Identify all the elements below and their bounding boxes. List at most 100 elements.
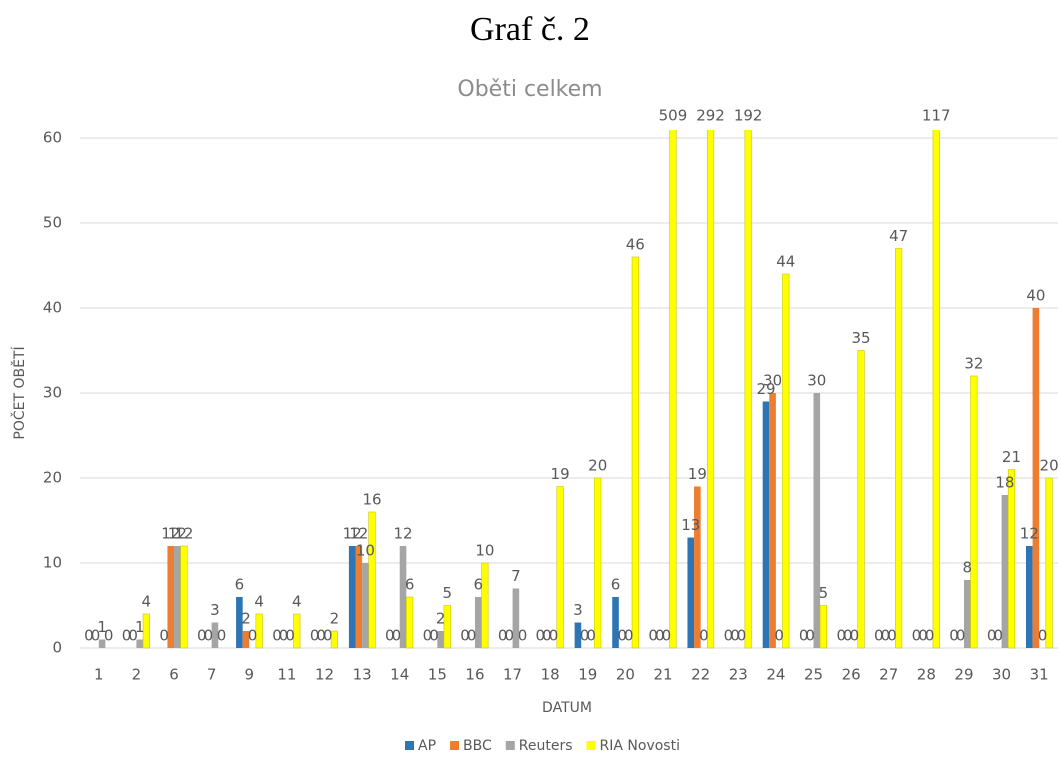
data-label: 0 <box>617 627 627 645</box>
x-tick-label: 26 <box>842 666 861 684</box>
data-label: 0 <box>925 627 935 645</box>
data-label: 12 <box>168 525 187 543</box>
x-tick-label: 14 <box>390 666 409 684</box>
data-label: 0 <box>310 627 320 645</box>
data-label: 4 <box>254 593 264 611</box>
legend-swatch <box>586 741 596 750</box>
data-label: 0 <box>1038 627 1048 645</box>
data-label: 20 <box>588 457 607 475</box>
y-axis-label: POČET OBĚTÍ <box>10 346 28 439</box>
bar <box>180 545 188 649</box>
x-tick-label: 9 <box>244 666 254 684</box>
x-tick-label: 16 <box>465 666 484 684</box>
data-label: 12 <box>343 525 362 543</box>
data-label: 12 <box>393 525 412 543</box>
data-label: 0 <box>987 627 997 645</box>
bar <box>762 401 770 648</box>
bar <box>1025 546 1033 648</box>
data-label: 0 <box>392 627 402 645</box>
data-label: 47 <box>889 227 908 245</box>
data-label: 0 <box>843 627 853 645</box>
data-label: 509 <box>659 107 688 125</box>
bar <box>236 597 243 648</box>
data-label: 0 <box>197 627 207 645</box>
data-label: 30 <box>807 372 826 390</box>
data-label: 4 <box>142 593 152 611</box>
data-label: 30 <box>763 372 782 390</box>
data-label: 2 <box>241 610 251 628</box>
x-tick-label: 21 <box>653 666 672 684</box>
data-label: 35 <box>851 329 870 347</box>
legend-label: BBC <box>463 738 492 754</box>
bar <box>167 546 175 648</box>
data-label: 0 <box>536 627 546 645</box>
data-label: 12 <box>174 525 193 543</box>
data-label: 0 <box>159 627 169 645</box>
data-label: 3 <box>210 601 220 619</box>
data-label: 0 <box>648 627 658 645</box>
bar <box>512 588 520 648</box>
data-label: 117 <box>922 107 951 125</box>
data-label: 0 <box>624 627 634 645</box>
x-tick-label: 18 <box>541 666 560 684</box>
bar <box>694 486 701 648</box>
x-tick-label: 2 <box>132 666 142 684</box>
bar <box>211 622 219 648</box>
bar <box>970 375 978 649</box>
x-tick-label: 27 <box>879 666 898 684</box>
bar <box>556 486 564 649</box>
x-tick-label: 20 <box>616 666 635 684</box>
data-label: 0 <box>805 627 815 645</box>
bar <box>330 630 339 649</box>
y-tick-label: 60 <box>43 129 62 147</box>
bar <box>631 256 639 649</box>
data-label: 0 <box>542 627 552 645</box>
bar <box>399 546 407 648</box>
bar <box>769 393 776 648</box>
legend-swatch <box>405 741 414 750</box>
data-label: 0 <box>84 627 94 645</box>
bar <box>932 130 940 649</box>
y-tick-label: 20 <box>43 469 62 487</box>
data-label: 0 <box>662 627 672 645</box>
plot-area <box>98 130 1053 649</box>
data-label: 44 <box>776 253 795 271</box>
data-label: 0 <box>128 627 138 645</box>
data-label: 46 <box>626 236 645 254</box>
data-label: 13 <box>681 516 700 534</box>
x-tick-label: 31 <box>1030 666 1049 684</box>
data-label: 0 <box>586 627 596 645</box>
data-label: 0 <box>460 627 470 645</box>
data-label: 32 <box>964 355 983 373</box>
data-label: 2 <box>330 610 340 628</box>
legend-swatch <box>450 741 460 750</box>
bar <box>687 537 695 648</box>
x-axis-label: DATUM <box>542 700 592 716</box>
bar <box>174 546 181 648</box>
bar <box>895 248 903 649</box>
bar <box>362 563 369 648</box>
data-label: 0 <box>730 627 740 645</box>
data-label: 7 <box>511 567 521 585</box>
data-label: 292 <box>696 107 725 125</box>
data-label: 6 <box>473 576 483 594</box>
bar <box>1007 469 1016 649</box>
data-label: 18 <box>995 474 1014 492</box>
data-label: 0 <box>737 627 747 645</box>
bar <box>612 597 619 648</box>
legend-label: RIA Novosti <box>600 738 680 754</box>
data-label: 0 <box>580 627 590 645</box>
data-label: 0 <box>248 627 258 645</box>
x-tick-label: 19 <box>578 666 597 684</box>
x-tick-label: 23 <box>729 666 748 684</box>
x-tick-label: 25 <box>804 666 823 684</box>
x-tick-label: 11 <box>277 666 296 684</box>
bar <box>819 605 827 649</box>
bar <box>857 350 865 649</box>
data-label: 0 <box>799 627 809 645</box>
data-label: 0 <box>91 627 101 645</box>
x-tick-label: 24 <box>766 666 785 684</box>
bar <box>744 130 752 649</box>
x-tick-label: 17 <box>503 666 522 684</box>
